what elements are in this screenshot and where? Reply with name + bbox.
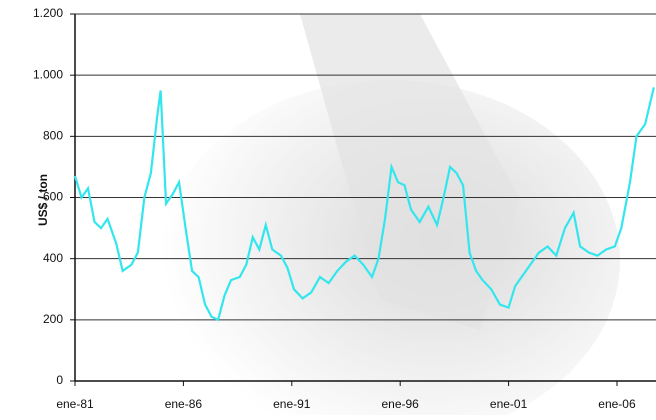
line	[73, 87, 655, 322]
y-tick-label: 1.000	[33, 67, 63, 81]
y-axis-label: US$ / ton	[36, 174, 50, 226]
x-tick-label: ene-06	[598, 397, 636, 411]
y-tick-label: 0	[56, 373, 63, 387]
x-tick-label: ene-96	[381, 397, 419, 411]
x-tick-label: ene-81	[56, 397, 94, 411]
x-tick-label: ene-86	[165, 397, 203, 411]
x-tick-label: ene-01	[490, 397, 528, 411]
y-tick-label: 1.200	[33, 6, 63, 20]
y-tick-label: 200	[43, 312, 63, 326]
x-tick-label: ene-91	[273, 397, 311, 411]
y-tick-label: 600	[43, 190, 63, 204]
y-tick-label: 800	[43, 129, 63, 143]
background-decor	[300, 14, 520, 330]
y-tick-label: 400	[43, 251, 63, 265]
